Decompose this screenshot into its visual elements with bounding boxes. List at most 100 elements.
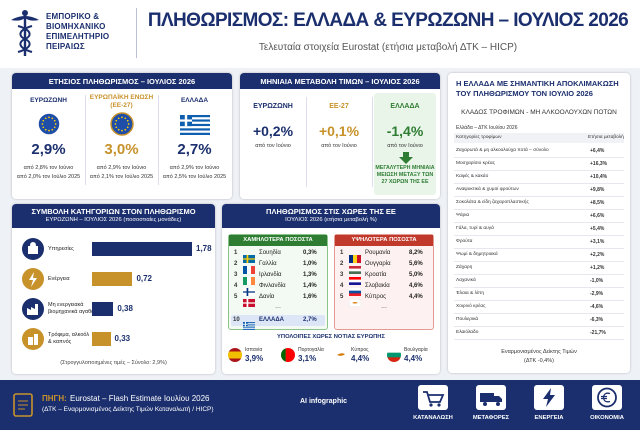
country-flag-svg (243, 266, 256, 274)
rank: 3 (340, 272, 344, 278)
org-name: ΒΙΟΜΗΧΑΝΙΚΟ (46, 22, 106, 31)
country-flag (243, 317, 255, 330)
country-name: Ουγγαρία (365, 261, 391, 267)
contributions-panel: ΣΥΜΒΟΛΗ ΚΑΤΗΓΟΡΙΩΝ ΣΤΟΝ ΠΛΗΘΩΡΙΣΜΟ ΕΥΡΩΖΩ… (12, 204, 215, 374)
row-divider (454, 300, 624, 301)
rank: 4 (340, 283, 344, 289)
south-title: ΥΠΟΛΟΙΠΕΣ ΧΩΡΕΣ ΝΟΤΙΑΣ ΕΥΡΩΠΗΣ (277, 334, 385, 340)
row-divider (454, 274, 624, 275)
country-name: Ρουμανία (365, 250, 391, 256)
food-subtitle: ΚΛΑΔΟΣ ΤΡΟΦΙΜΩΝ - ΜΗ ΑΛΚΟΟΛΟΥΧΩΝ ΠΟΤΩΝ (461, 109, 617, 116)
contributions-note: (Στρογγυλοποιημένες τιμές – Σύνολο: 2,9%… (60, 360, 167, 366)
bar (92, 272, 133, 286)
column-divider (372, 97, 373, 187)
annual-note: από 2,5% τον Ιούλιο 2025 (162, 174, 227, 180)
country-name: Ιρλανδία (259, 272, 282, 278)
logo-svg (11, 10, 39, 56)
table-header-cell: Κατηγορίες τροφίμων (456, 135, 502, 140)
category-icon (22, 238, 44, 260)
country-flag-svg (243, 321, 255, 330)
category-label: βιομηχανικά αγαθά (48, 309, 95, 315)
country-value: 4,4% (409, 294, 423, 300)
value-label: 0,38 (117, 304, 133, 313)
footer-icon-label: ΕΝΕΡΓΕΙΑ (534, 415, 564, 421)
country-flag-svg (349, 288, 361, 297)
table-cell: +5,4% (590, 226, 605, 232)
table-cell: +16,3% (590, 161, 608, 167)
ellipsis: ... (381, 303, 387, 310)
column-name: ΕΥΡΩΖΩΝΗ (30, 97, 67, 104)
table-cell: +1,2% (590, 265, 605, 271)
footer-icon-label: ΚΑΤΑΝΑΛΩΣΗ (413, 415, 453, 421)
callout: ΜΕΓΑΛΥΤΕΡΗ ΜΗΝΙΑΙΑ (375, 165, 435, 171)
footer-icon-svg (423, 391, 445, 407)
country-flag-svg (349, 266, 361, 275)
country-name: Φινλανδία (259, 283, 286, 289)
country-flag-svg (349, 255, 362, 263)
row-divider (454, 157, 624, 158)
footer: ΠΗΓΗ: Eurostat – Flash Estimate Ιουλίου 2… (0, 380, 640, 430)
country-value: 4,6% (409, 283, 423, 289)
country-flag (243, 272, 256, 285)
table-cell: Ψωμί & δημητριακά (456, 252, 498, 257)
down-arrow (399, 151, 413, 164)
table-cell: +9,8% (590, 187, 605, 193)
annual-panel: ΕΤΗΣΙΟΣ ΠΛΗΘΩΡΙΣΜΟΣ – ΙΟΥΛΙΟΣ 2026 ΕΥΡΩΖΩ… (12, 73, 232, 199)
south-flag-svg (334, 348, 348, 362)
country-name: Δανία (259, 294, 275, 300)
row-divider (454, 170, 624, 171)
greek-flag (180, 115, 210, 136)
south-flag-svg (281, 348, 295, 362)
org-name: ΕΠΙΜΕΛΗΤΗΡΙΟ (46, 32, 110, 41)
country-flag (348, 294, 362, 308)
bar (92, 332, 111, 346)
category-label: Ενέργεια (48, 275, 70, 282)
table-cell: +3,1% (590, 239, 605, 245)
country-flag (349, 250, 362, 263)
table-cell: Καφές & κακάο (456, 174, 489, 179)
country-name: ΕΛΛΑΔΑ (259, 317, 284, 323)
rank: 4 (234, 283, 238, 289)
country-value: 8,2% (409, 250, 423, 256)
table-cell: Λαχανικά (456, 278, 476, 283)
south-value: 3,9% (245, 354, 264, 363)
eu-flag (110, 112, 134, 136)
title: ΠΛΗΘΩΡΙΣΜΟΣ: ΕΛΛΑΔΑ & ΕΥΡΩΖΩΝΗ – ΙΟΥΛΙΟΣ… (147, 10, 629, 31)
table-cell: Χοιρινό κρέας (456, 304, 486, 309)
monthly-header-text: ΜΗΝΙΑΙΑ ΜΕΤΑΒΟΛΗ ΤΙΜΩΝ – ΙΟΥΛΙΟΣ 2026 (260, 77, 420, 86)
country-value: 1,4% (303, 283, 317, 289)
table-cell: +2,2% (590, 252, 605, 258)
south-flag (334, 348, 348, 362)
rank: 2 (340, 261, 344, 267)
callout: ΜΕΙΩΣΗ ΜΕΤΑΞΥ ΤΩΝ (376, 172, 434, 178)
list-title: ΥΨΗΛΟΤΕΡΑ ΠΟΣΟΣΤΑ (351, 237, 417, 243)
annual-value: 2,7% (177, 141, 212, 158)
row-divider (454, 313, 624, 314)
monthly-value: +0,2% (252, 123, 294, 139)
highest-header: ΥΨΗΛΟΤΕΡΑ ΠΟΣΟΣΤΑ (335, 235, 433, 246)
column-divider (85, 95, 86, 185)
country-flag (243, 283, 255, 296)
category-label: Υπηρεσίες (48, 245, 74, 252)
logo (8, 8, 42, 58)
bar (92, 242, 192, 256)
footer-icon (476, 385, 506, 410)
eu-flag (37, 112, 61, 136)
row-divider (454, 209, 624, 210)
countries-header: ΠΛΗΘΩΡΙΣΜΟΣ ΣΤΙΣ ΧΩΡΕΣ ΤΗΣ ΕΕ ΙΟΥΛΙΟΣ 202… (222, 204, 440, 228)
org-name: ΠΕΙΡΑΙΩΣ (46, 42, 85, 51)
value-label: 1,78 (196, 244, 212, 253)
south-flag (387, 348, 401, 362)
table-cell: -2,9% (590, 291, 604, 297)
south-value: 4,4% (404, 354, 423, 363)
table-cell: Μοσχαρίσιο κρέας (456, 161, 495, 166)
table-cell: +8,5% (590, 200, 605, 206)
source-icon (12, 392, 36, 418)
category-icon-svg (22, 298, 44, 320)
countries-panel: ΠΛΗΘΩΡΙΣΜΟΣ ΣΤΙΣ ΧΩΡΕΣ ΤΗΣ ΕΕ ΙΟΥΛΙΟΣ 202… (222, 204, 440, 374)
country-value: 5,6% (409, 261, 423, 267)
country-value: 1,0% (303, 261, 317, 267)
annual-value: 3,0% (104, 141, 139, 158)
country-value: 1,3% (303, 272, 317, 278)
